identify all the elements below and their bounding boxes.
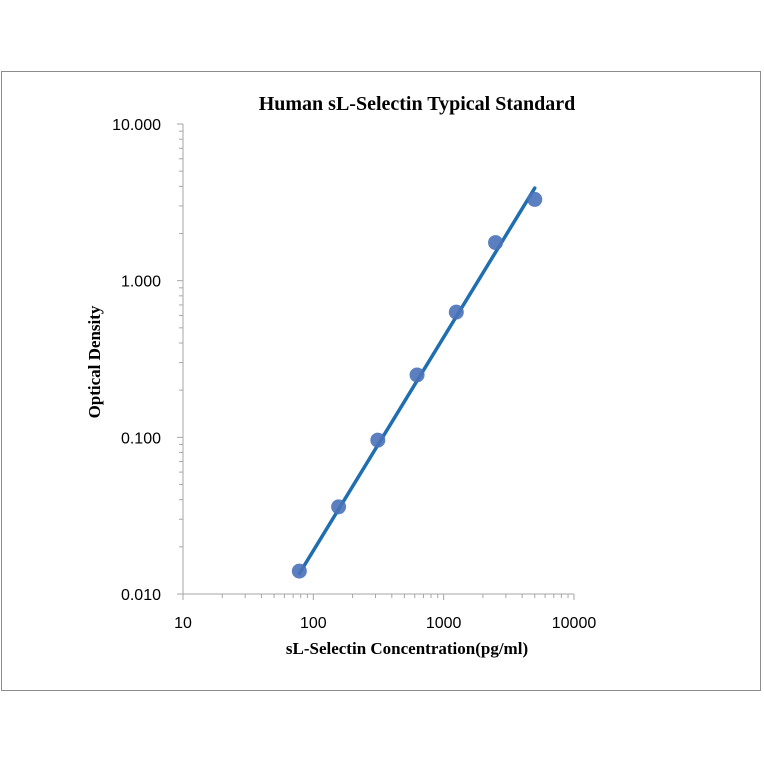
y-axis-label: Optical Density [85,305,104,418]
data-point [370,432,386,448]
x-axis-label: sL-Selectin Concentration(pg/ml) [286,639,528,658]
data-point [448,304,464,320]
chart-svg: Human sL-Selectin Typical Standard 0.010… [85,93,596,658]
chart-frame: Human sL-Selectin Typical Standard 0.010… [1,71,761,691]
data-point [409,367,425,383]
data-point [291,563,307,579]
data-point [488,235,504,251]
y-tick-label: 0.100 [121,430,161,447]
x-tick-label: 10 [174,615,192,632]
data-points [291,191,543,579]
x-tick-label: 1000 [426,615,462,632]
axes: 0.010 0.100 1.000 10.000 10 100 1000 10000 [112,117,596,632]
y-tick-label: 1.000 [121,274,161,291]
data-point [331,499,347,515]
x-tick-label: 10000 [552,615,597,632]
x-tick-label: 100 [300,615,327,632]
data-point [527,191,543,207]
y-tick-label: 10.000 [112,117,161,134]
y-tick-label: 0.010 [121,587,161,604]
chart-title: Human sL-Selectin Typical Standard [259,93,576,115]
